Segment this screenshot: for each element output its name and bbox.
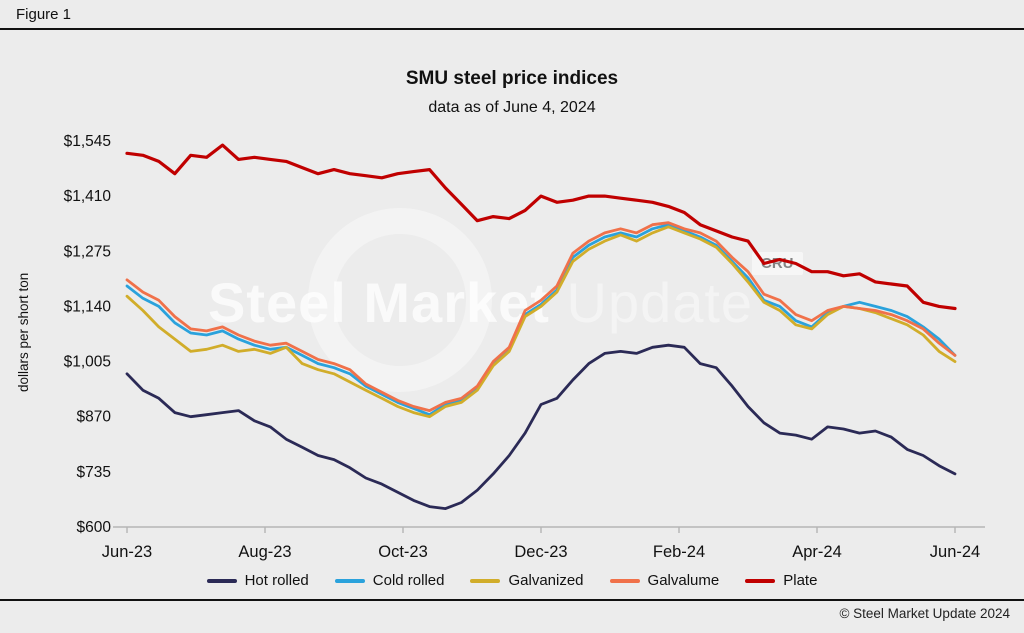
bottom-divider: [0, 599, 1024, 601]
legend-label-galvanized: Galvanized: [508, 572, 584, 589]
y-tick-label: $1,275: [64, 243, 111, 260]
legend-item-plate: Plate: [745, 572, 817, 589]
x-tick-label: Apr-24: [792, 543, 842, 561]
legend-swatch-cold-rolled: [334, 578, 365, 583]
series-line-hot-rolled: [125, 343, 957, 511]
top-divider: [0, 28, 1024, 30]
y-tick-label: $1,410: [64, 188, 112, 205]
copyright: © Steel Market Update 2024: [839, 606, 1010, 621]
x-tick-label: Aug-23: [238, 543, 291, 561]
chart-title: SMU steel price indices: [405, 68, 619, 89]
x-tick-label: Oct-23: [378, 543, 428, 561]
series-line-galvanized: [125, 225, 957, 419]
series-line-plate: [125, 143, 957, 311]
figure-label: Figure 1: [16, 6, 72, 23]
x-tick-label: Jun-24: [930, 543, 980, 561]
x-tick-label: Jun-23: [102, 543, 152, 561]
y-tick-label: $735: [77, 464, 111, 481]
y-tick-label: $600: [77, 519, 112, 536]
y-tick-label: $1,545: [64, 133, 111, 150]
series-line-cold-rolled: [125, 223, 957, 417]
legend-swatch-plate: [745, 578, 776, 583]
x-tick-label: Dec-23: [514, 543, 567, 561]
legend-swatch-galvalume: [609, 578, 640, 583]
legend: Hot rolled Cold rolled Galvanized Galval…: [0, 572, 1024, 589]
legend-label-hot-rolled: Hot rolled: [244, 572, 309, 589]
series-line-galvalume: [125, 221, 957, 413]
legend-swatch-galvanized: [470, 578, 501, 583]
legend-item-galvalume: Galvalume: [609, 572, 720, 589]
x-tick-label: Feb-24: [653, 543, 705, 561]
legend-label-galvalume: Galvalume: [647, 572, 720, 589]
y-tick-label: $870: [77, 409, 112, 426]
legend-item-hot-rolled: Hot rolled: [206, 572, 309, 589]
legend-swatch-hot-rolled: [206, 578, 237, 583]
y-tick-label: $1,140: [64, 298, 112, 315]
y-tick-label: $1,005: [64, 354, 111, 371]
legend-label-cold-rolled: Cold rolled: [372, 572, 445, 589]
chart-subtitle: data as of June 4, 2024: [428, 99, 596, 116]
legend-item-cold-rolled: Cold rolled: [334, 572, 445, 589]
legend-label-plate: Plate: [783, 572, 818, 589]
legend-item-galvanized: Galvanized: [470, 572, 584, 589]
